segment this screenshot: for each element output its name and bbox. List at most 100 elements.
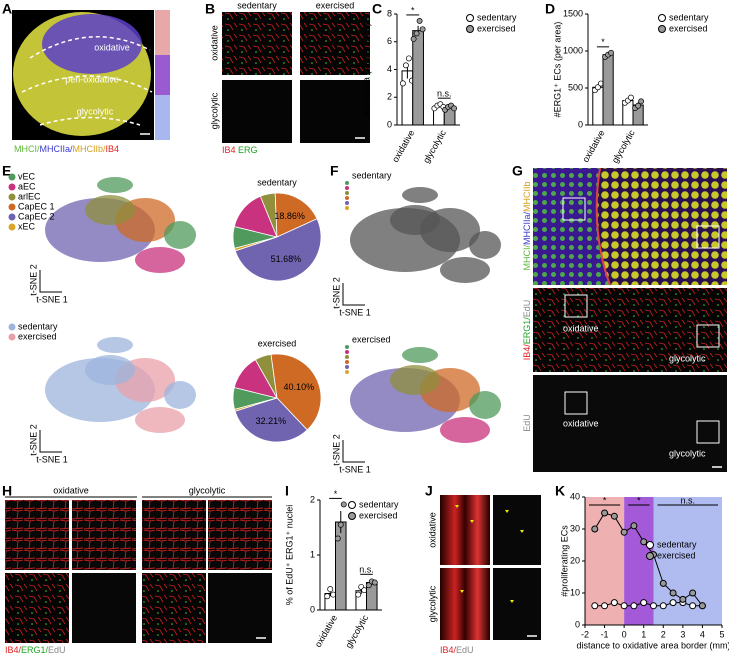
micrograph: [533, 375, 727, 472]
tsne-cluster: [440, 417, 490, 443]
micrograph: [72, 500, 136, 570]
x-tick-label: oxidative: [580, 128, 606, 164]
data-point: [650, 602, 657, 610]
y-tick-label: 1500: [563, 8, 583, 18]
condition-swatch: [345, 365, 349, 369]
legend-swatch: [646, 541, 654, 549]
tsne-cluster: [85, 355, 135, 385]
x-tick-label: glycolytic: [610, 128, 637, 165]
bar: [602, 54, 614, 126]
x-tick-label: -1: [601, 629, 609, 639]
y-tick-label: 20: [570, 555, 580, 565]
micrograph: [208, 573, 272, 643]
axis-label: t-SNE 1: [339, 464, 371, 474]
data-point: [365, 582, 372, 589]
y-tick-label: 500: [568, 82, 583, 92]
legend-label: arlEC: [18, 191, 41, 201]
legend-swatch: [8, 213, 16, 221]
y-tick-label: 40: [570, 491, 580, 501]
significance-label: *: [601, 37, 605, 47]
legend-swatch: [8, 333, 16, 341]
caption-part: EdU: [456, 645, 474, 655]
x-tick-label: 4: [700, 629, 705, 639]
tsne-cluster: [402, 187, 438, 203]
tsne-cluster: [469, 391, 501, 419]
x-tick-label: 2: [661, 629, 666, 639]
condition-swatch: [345, 345, 349, 349]
tsne-cluster: [390, 205, 440, 235]
micrograph: [5, 500, 69, 570]
data-point: [608, 49, 615, 56]
x-tick-label: 5: [719, 629, 724, 639]
data-point: [640, 599, 648, 607]
y-tick-label: 1000: [563, 45, 583, 55]
micrograph: [5, 573, 69, 643]
data-point: [419, 26, 426, 33]
slice-label: 18.86%: [274, 211, 305, 221]
data-point: [630, 522, 638, 530]
significance-label: n.s.: [680, 495, 695, 505]
legend-label: sedentary: [657, 539, 697, 549]
panel-letter: C: [372, 1, 382, 17]
arrowheads: [455, 505, 524, 603]
legend-label: CapEC 2: [18, 211, 55, 221]
panel-letter: G: [512, 163, 523, 179]
stain-label: IB4/ERG1/EdU: [522, 300, 532, 361]
legend-swatch: [8, 193, 16, 201]
data-point: [324, 593, 331, 600]
data-point: [659, 602, 667, 610]
column-label: sedentary: [237, 0, 277, 10]
caption-part: ERG1/: [21, 645, 49, 655]
panel-letter: F: [330, 163, 339, 179]
pie-slice: [234, 397, 278, 412]
caption-part: MHCIIa/: [40, 144, 74, 154]
caption-part: MHCIIa/: [522, 212, 532, 246]
data-point: [601, 509, 609, 517]
region-bar: [155, 10, 170, 55]
legend-swatch: [8, 203, 16, 211]
y-axis-label: #ERG1⁺ ECs (per area): [552, 22, 562, 118]
y-tick-label: 2: [310, 494, 315, 504]
data-point: [337, 521, 344, 528]
caption-part: MHCI/: [14, 144, 40, 154]
legend-label: sedentary: [477, 12, 517, 22]
legend-swatch: [466, 25, 474, 33]
micrograph: [72, 573, 136, 643]
region-label: oxidative: [94, 42, 130, 52]
region-bar: [155, 55, 170, 95]
x-tick-label: 0: [622, 629, 627, 639]
data-point: [689, 602, 697, 610]
micrograph: [493, 568, 541, 640]
micrograph: [142, 500, 206, 570]
legend-label: sedentary: [359, 499, 399, 509]
region: [624, 497, 654, 625]
region-bar: [155, 95, 170, 140]
condition-swatch: [345, 355, 349, 359]
micrograph: [208, 500, 272, 570]
tsne-cluster: [440, 257, 490, 283]
condition-swatch: [345, 186, 349, 190]
stain-label: MHCI/MHCIIa/MHCIIb: [522, 181, 532, 270]
x-tick-label: 3: [680, 629, 685, 639]
significance-label: *: [637, 495, 641, 505]
y-tick-label: 8: [387, 8, 392, 18]
tsne-axes: [39, 270, 62, 293]
legend-label: exercised: [18, 331, 57, 341]
row-label: glycolytic: [209, 92, 219, 129]
condition-swatch: [345, 201, 349, 205]
axis-label: t-SNE 2: [28, 424, 38, 456]
condition-swatch: [345, 360, 349, 364]
tsne-cluster: [135, 247, 185, 273]
legend-swatch: [8, 173, 16, 181]
significance-label: n.s.: [359, 565, 374, 575]
y-tick-label: 6: [387, 36, 392, 46]
pie-slice: [270, 353, 322, 431]
y-axis-label: #proliferating ECs: [559, 525, 569, 597]
data-point: [669, 589, 677, 597]
caption-part: IB4/: [5, 645, 22, 655]
oxidative-area: [533, 168, 610, 285]
data-point: [405, 55, 412, 62]
data-point: [635, 102, 642, 109]
row-label: oxidative: [427, 512, 437, 548]
y-tick-label: 2: [387, 92, 392, 102]
